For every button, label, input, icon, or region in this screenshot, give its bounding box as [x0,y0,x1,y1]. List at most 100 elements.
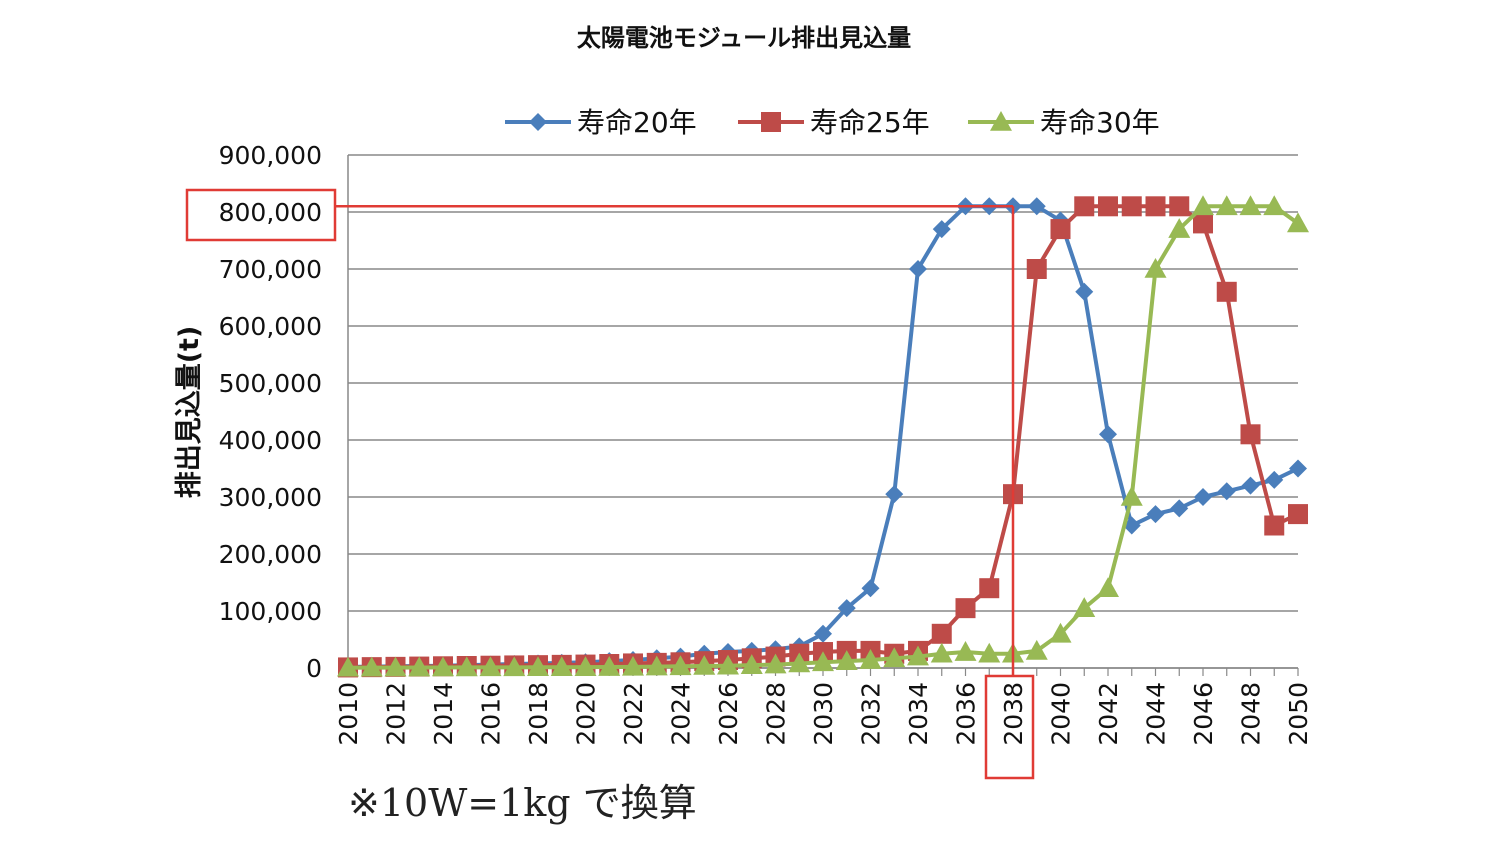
x-tick-label: 2030 [809,682,838,746]
data-point [1192,195,1214,216]
data-point [1145,196,1166,217]
data-point [978,642,1001,663]
legend-item: 寿命20年 [505,106,697,139]
data-point [740,654,763,674]
data-point [1120,486,1143,506]
data-point [1240,424,1261,445]
x-tick-label: 2022 [619,682,648,746]
x-tick-label: 2010 [334,682,363,746]
data-point [835,650,858,670]
highlight-box-x-label [984,674,1035,780]
x-tick-label: 2020 [572,682,601,746]
x-tick-label: 2024 [667,682,696,746]
y-axis-label: 排出見込量(t) [174,326,205,499]
data-point [1074,196,1095,217]
x-tick-label: 2034 [904,682,933,746]
data-point [861,579,880,598]
data-point [1121,196,1142,217]
x-tick-label: 2042 [1094,682,1123,746]
data-point [1170,499,1189,518]
data-point [979,578,1000,599]
data-point [1288,504,1308,525]
data-point [1216,281,1237,302]
data-point [408,656,431,677]
axes: 0 100,000 200,000 300,000 400,000 500,000 600,… [219,141,1313,746]
data-point [990,111,1012,131]
x-tick-label: 2038 [999,682,1028,746]
data-point [1049,622,1072,643]
x-tick-label: 2018 [524,682,553,746]
legend-label: 寿命25年 [810,106,930,139]
chart-title: 太陽電池モジュール排出見込量 [576,24,912,52]
y-tick-label: 100,000 [219,597,322,626]
series-group [337,195,1309,678]
legend-label: 寿命20年 [577,106,697,139]
data-point [883,647,906,668]
data-point [550,656,573,677]
data-point [909,260,927,278]
series-triangle [337,195,1309,677]
data-point [932,220,951,239]
data-point [1217,482,1236,501]
data-point [1073,597,1096,617]
x-tick-label: 2050 [1284,682,1313,746]
data-point [645,655,668,676]
data-point [907,645,929,666]
data-point [1168,218,1191,238]
data-point [1026,259,1047,279]
data-point [1287,212,1309,233]
data-point [1215,195,1238,216]
x-tick-label: 2012 [382,682,411,746]
data-point [1264,515,1285,536]
legend: 寿命20年 寿命25年 寿命30年 [505,106,1160,139]
data-point [1097,577,1119,597]
data-point [503,656,526,677]
y-tick-label: 700,000 [219,255,322,284]
x-tick-label: 2046 [1189,682,1218,746]
data-point [1050,219,1071,240]
x-tick-label: 2044 [1142,682,1171,746]
data-point [1027,197,1046,216]
legend-item: 寿命25年 [738,106,930,139]
data-point [1098,196,1118,217]
y-tick-label: 600,000 [219,312,322,341]
data-point [693,655,716,675]
data-point [1194,488,1212,506]
data-point [598,656,621,676]
y-tick-label: 900,000 [219,141,322,170]
data-point [1075,282,1094,301]
y-tick-label: 0 [306,654,322,683]
data-point [788,652,811,673]
data-point [814,624,832,643]
x-tick-label: 2036 [952,682,981,746]
data-point [859,649,882,669]
data-point [1265,470,1284,489]
data-point [837,599,856,618]
y-tick-label: 800,000 [219,198,322,227]
data-point [1263,195,1286,216]
data-point [812,651,834,672]
data-point [955,598,976,619]
data-point [527,656,549,677]
data-point [529,113,547,131]
data-point [954,641,977,661]
data-point [1099,425,1117,444]
data-point [1239,195,1262,216]
data-point [761,112,781,132]
highlight-annotations [185,188,1035,780]
data-point [432,656,454,677]
x-tick-label: 2048 [1237,682,1266,746]
data-point [764,653,787,674]
legend-label: 寿命30年 [1040,106,1160,139]
x-tick-label: 2016 [477,682,506,746]
data-point [479,656,502,677]
x-tick-label: 2032 [857,682,886,746]
y-tick-label: 300,000 [219,483,322,512]
data-point [574,656,597,676]
grid-lines [348,154,1298,669]
data-point [1193,213,1213,234]
x-tick-label: 2014 [429,682,458,746]
footnote: ※10W=1kg で換算 [348,781,697,825]
x-tick-label: 2028 [762,682,791,746]
